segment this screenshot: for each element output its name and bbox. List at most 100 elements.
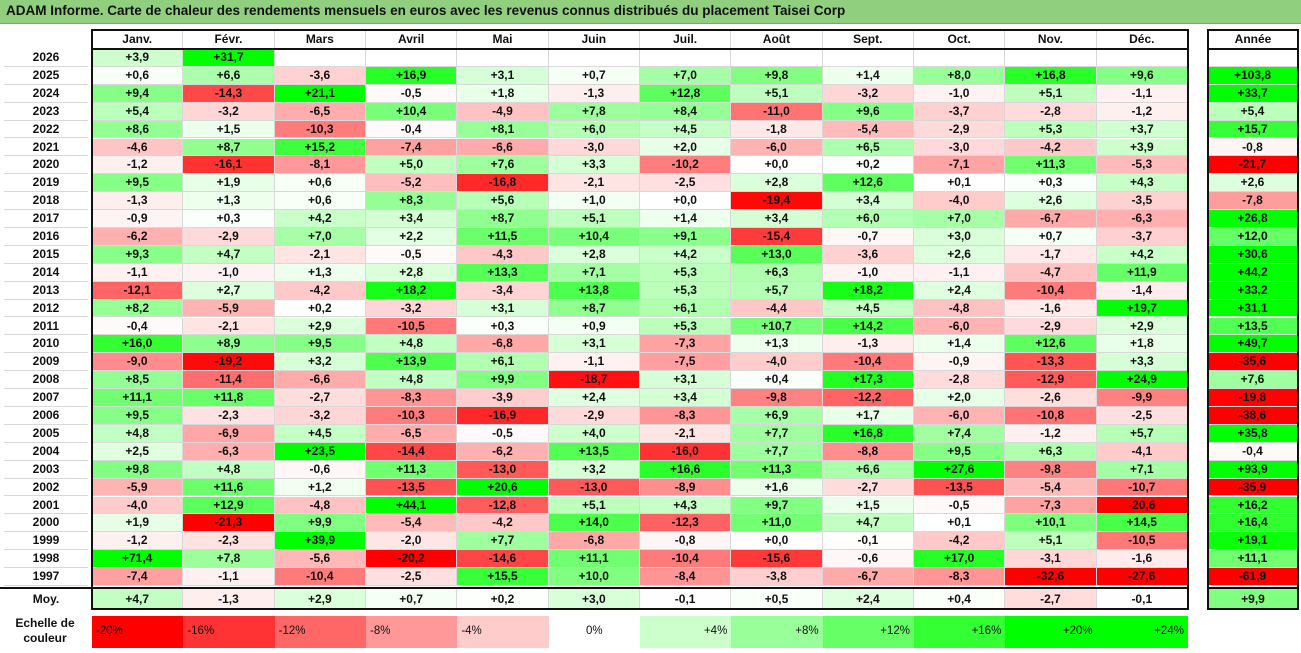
heatmap-cell: -6,3	[1096, 210, 1188, 228]
heatmap-cell: +5,6	[457, 192, 549, 211]
annual-cell: +12,0	[1208, 228, 1298, 246]
heatmap-cell: +1,9	[92, 514, 184, 533]
heatmap-cell: -14,3	[183, 84, 275, 103]
heatmap-cell: -0,4	[365, 120, 458, 139]
heatmap-cell: -4,0	[92, 496, 184, 515]
heatmap-cell: +2,0	[913, 389, 1006, 407]
annual-cell: -35,9	[1208, 478, 1298, 497]
heatmap-cell: -3,4	[457, 281, 549, 300]
heatmap-cell: -21,3	[183, 514, 275, 533]
heatmap-cell: +1,9	[183, 174, 275, 193]
heatmap-cell: +7,4	[913, 424, 1006, 443]
heatmap-cell: +5,1	[731, 84, 823, 103]
heatmap-cell: +3,1	[457, 299, 549, 318]
heatmap-cell: +7,0	[274, 228, 366, 246]
heatmap-cell: -6,6	[274, 371, 366, 390]
heatmap-cell: -7,4	[365, 138, 458, 157]
heatmap-cell: +1,6	[731, 478, 823, 497]
heatmap-cell: -6,7	[822, 568, 914, 586]
year-label: 1998	[4, 550, 88, 569]
heatmap-cell: +11,3	[1005, 156, 1097, 175]
heatmap-cell: -12,9	[1005, 371, 1097, 390]
heatmap-cell: -2,9	[183, 228, 275, 246]
heatmap-cell: -3,1	[1005, 550, 1097, 569]
heatmap-cell: +11,8	[183, 389, 275, 407]
heatmap-cell: -6,5	[274, 102, 366, 121]
heatmap-cell: +4,5	[274, 424, 366, 443]
annual-cell: +16,2	[1208, 496, 1298, 515]
heatmap-cell: -3,0	[913, 138, 1006, 157]
heatmap-cell: +0,4	[731, 371, 823, 390]
heatmap-cell: +4,8	[92, 424, 184, 443]
annual-cell: +19,1	[1208, 532, 1298, 551]
heatmap-cell: -4,8	[913, 299, 1006, 318]
heatmap-cell: -4,6	[92, 138, 184, 157]
heatmap-cell: -4,0	[913, 192, 1006, 211]
heatmap-cell: +15,2	[274, 138, 366, 157]
heatmap-cell: +8,2	[92, 299, 184, 318]
heatmap-cell: +12,6	[1005, 335, 1097, 354]
year-label: 2007	[4, 389, 88, 407]
heatmap-cell: -2,5	[365, 568, 458, 586]
year-label: 2001	[4, 497, 88, 515]
heatmap-cell: +39,9	[274, 532, 366, 551]
annual-cell: -0,8	[1208, 138, 1298, 157]
heatmap-cell: +16,8	[1005, 66, 1097, 85]
heatmap-cell: -8,1	[274, 156, 366, 175]
separator-line	[92, 48, 1188, 50]
heatmap-cell: +2,4	[913, 281, 1006, 300]
heatmap-cell: +19,7	[1096, 299, 1188, 318]
heatmap-cell: -16,8	[457, 174, 549, 193]
heatmap-cell: +1,7	[822, 407, 914, 425]
heatmap-cell: +4,3	[1096, 174, 1188, 193]
heatmap-cell: +9,4	[92, 84, 184, 103]
average-cell: +0,4	[913, 589, 1006, 609]
heatmap-cell: +8,3	[365, 192, 458, 211]
year-label: 2006	[4, 407, 88, 425]
heatmap-cell: -2,1	[183, 317, 275, 336]
color-scale-label: Echelle de couleur	[15, 616, 75, 645]
heatmap-cell: -1,1	[548, 353, 640, 372]
heatmap-cell: +0,0	[639, 192, 732, 211]
heatmap-cell: -1,2	[1096, 102, 1188, 121]
heatmap-cell: +16,8	[822, 424, 914, 443]
heatmap-cell: +8,7	[548, 299, 640, 318]
heatmap-cell: +1,4	[639, 210, 732, 228]
color-scale-swatch: -12%	[274, 616, 366, 648]
heatmap-cell: +3,3	[548, 156, 640, 175]
heatmap-cell: +16,0	[92, 335, 184, 354]
annual-cell: +13,5	[1208, 317, 1298, 336]
heatmap-cell: -0,7	[822, 228, 914, 246]
heatmap-cell: +23,5	[274, 442, 366, 461]
heatmap-cell: +7,7	[731, 424, 823, 443]
heatmap-cell: -1,4	[1096, 281, 1188, 300]
month-header: Déc.	[1096, 30, 1188, 49]
heatmap-cell: -9,8	[1005, 460, 1097, 479]
heatmap-cell: -1,1	[183, 568, 275, 586]
color-scale-swatch: -4%	[457, 616, 549, 648]
heatmap-cell: -1,0	[913, 84, 1006, 103]
heatmap-cell: -5,4	[1005, 478, 1097, 497]
heatmap-cell	[548, 49, 640, 67]
heatmap-cell: -11,0	[731, 102, 823, 121]
heatmap-cell: +9,6	[1096, 66, 1188, 85]
annual-cell: -21,7	[1208, 156, 1298, 175]
heatmap-cell: +5,1	[548, 210, 640, 228]
heatmap-cell: +3,4	[822, 192, 914, 211]
heatmap-cell: +3,2	[274, 353, 366, 372]
color-scale-swatch: 0%	[548, 616, 640, 648]
heatmap-cell: +0,3	[183, 210, 275, 228]
heatmap-cell: +9,6	[822, 102, 914, 121]
heatmap-cell: +71,4	[92, 550, 184, 569]
heatmap-cell: +8,7	[183, 138, 275, 157]
color-scale-swatch: +4%	[639, 616, 732, 648]
heatmap-cell: -6,2	[92, 228, 184, 246]
heatmap-cell: +2,8	[365, 263, 458, 282]
heatmap-cell: -2,9	[548, 407, 640, 425]
heatmap-cell: +9,5	[274, 335, 366, 354]
heatmap-cell: +9,8	[92, 460, 184, 479]
heatmap-cell: +3,9	[1096, 138, 1188, 157]
month-header: Janv.	[92, 30, 184, 49]
annual-cell: +93,9	[1208, 460, 1298, 479]
heatmap-cell: -7,4	[92, 568, 184, 586]
